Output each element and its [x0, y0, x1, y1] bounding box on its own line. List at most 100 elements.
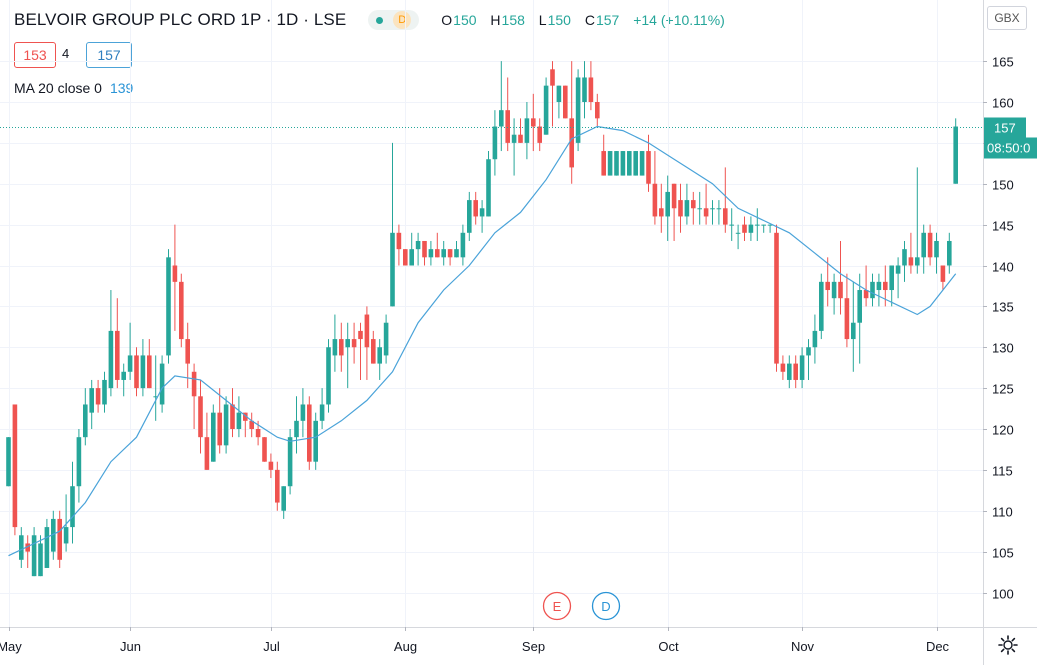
candle-body — [831, 281, 837, 299]
candle-body — [844, 298, 850, 340]
candle-body — [620, 151, 626, 176]
open-key: O — [441, 12, 453, 28]
candle-body — [524, 118, 530, 143]
candle-body — [799, 355, 805, 380]
candle-body — [652, 183, 658, 217]
candle-body — [556, 85, 562, 102]
y-tick-label: 160 — [992, 96, 1014, 111]
candle-body — [230, 404, 235, 429]
candle-body — [518, 134, 523, 143]
x-tick-label: Oct — [658, 639, 679, 654]
y-tick-label: 140 — [992, 260, 1014, 275]
chart-header: BELVOIR GROUP PLC ORD 1P · 1D · LSE D O1… — [14, 8, 725, 32]
last-price-label: 157 — [994, 121, 1016, 136]
candle-body — [531, 118, 536, 127]
candle-body — [307, 404, 312, 462]
event-marker-circle[interactable] — [542, 591, 572, 621]
candle-body — [57, 518, 62, 560]
candle-body — [422, 240, 427, 258]
y-tick-label: 165 — [992, 55, 1014, 70]
candle-body — [582, 77, 587, 102]
candle-body — [396, 232, 402, 250]
candle-body — [108, 330, 114, 389]
symbol-title[interactable]: BELVOIR GROUP PLC ORD 1P · 1D · LSE — [14, 10, 347, 29]
high-key: H — [490, 12, 501, 28]
candle-body — [31, 535, 37, 577]
candle-body — [70, 486, 75, 528]
candle-body — [921, 232, 926, 258]
candle-body — [710, 208, 715, 210]
y-tick-label: 145 — [992, 219, 1014, 234]
candle-body — [185, 339, 190, 364]
event-marker-circle[interactable] — [591, 591, 621, 621]
candle-body — [787, 363, 792, 380]
candle-body — [268, 461, 274, 470]
ma-value: 139 — [109, 80, 134, 96]
candle-body — [703, 208, 709, 217]
candle-body — [915, 257, 920, 266]
ma-legend[interactable]: MA 20 close 0 139 — [14, 80, 133, 96]
candle-body — [601, 151, 606, 176]
candle-body — [313, 420, 318, 462]
candle-body — [339, 339, 344, 356]
y-tick-label: 125 — [992, 382, 1014, 397]
candle-body — [217, 412, 222, 446]
candle-body — [236, 412, 242, 429]
y-tick-label: 120 — [992, 423, 1014, 438]
candle-body — [940, 265, 946, 282]
last-price-label-bg — [984, 117, 1026, 138]
candle-body — [614, 151, 619, 176]
candle-body — [435, 249, 440, 258]
candle-body — [947, 240, 952, 266]
candle-body — [569, 118, 574, 168]
dividend-badge: D — [393, 11, 412, 29]
currency-button[interactable]: GBX — [987, 6, 1027, 30]
x-tick-label: Jul — [263, 639, 280, 654]
y-tick-label: 110 — [992, 505, 1013, 520]
x-tick-label: Jun — [120, 639, 141, 654]
candle-body — [748, 224, 754, 233]
earnings-marker[interactable]: E — [553, 599, 562, 614]
bid-price-button[interactable]: 153 — [14, 42, 56, 68]
candle-body — [44, 527, 50, 568]
candle-body — [575, 77, 581, 143]
candle-body — [697, 208, 702, 210]
candle-body — [678, 200, 683, 217]
candle-body — [812, 330, 818, 348]
candle-body — [927, 232, 933, 258]
ask-price-button[interactable]: 157 — [86, 42, 132, 68]
market-status-badge[interactable]: D — [368, 10, 420, 30]
candle-body — [595, 102, 600, 119]
high-value: 158 — [501, 12, 525, 28]
candle-body — [467, 200, 472, 233]
candle-body — [627, 151, 632, 176]
candle-body — [588, 77, 594, 102]
candle-body — [332, 339, 338, 356]
close-key: C — [584, 12, 595, 28]
candle-body — [479, 208, 485, 217]
x-tick-label: Sep — [522, 639, 545, 654]
ma-label: MA 20 close 0 — [14, 80, 102, 96]
candle-body — [147, 355, 152, 389]
candle-body — [243, 412, 248, 421]
candle-body — [633, 151, 638, 176]
candle-body — [102, 379, 107, 405]
y-tick-label: 135 — [992, 300, 1014, 315]
candle-body — [294, 420, 299, 438]
candle-body — [876, 281, 882, 291]
candle-body — [780, 363, 786, 372]
countdown-label: 08:50:0 — [987, 141, 1030, 156]
y-tick-label: 115 — [992, 464, 1013, 479]
gear-icon[interactable] — [997, 634, 1019, 656]
dividend-marker[interactable]: D — [601, 599, 610, 614]
open-value: 150 — [453, 12, 477, 28]
candle-body — [51, 518, 56, 552]
y-tick-label: 100 — [992, 587, 1014, 602]
candle-body — [454, 249, 459, 258]
candle-body — [857, 290, 862, 323]
ma20-line — [8, 125, 957, 557]
candle-body — [851, 322, 856, 340]
candle-body — [755, 224, 760, 226]
x-tick-label: Dec — [926, 639, 950, 654]
